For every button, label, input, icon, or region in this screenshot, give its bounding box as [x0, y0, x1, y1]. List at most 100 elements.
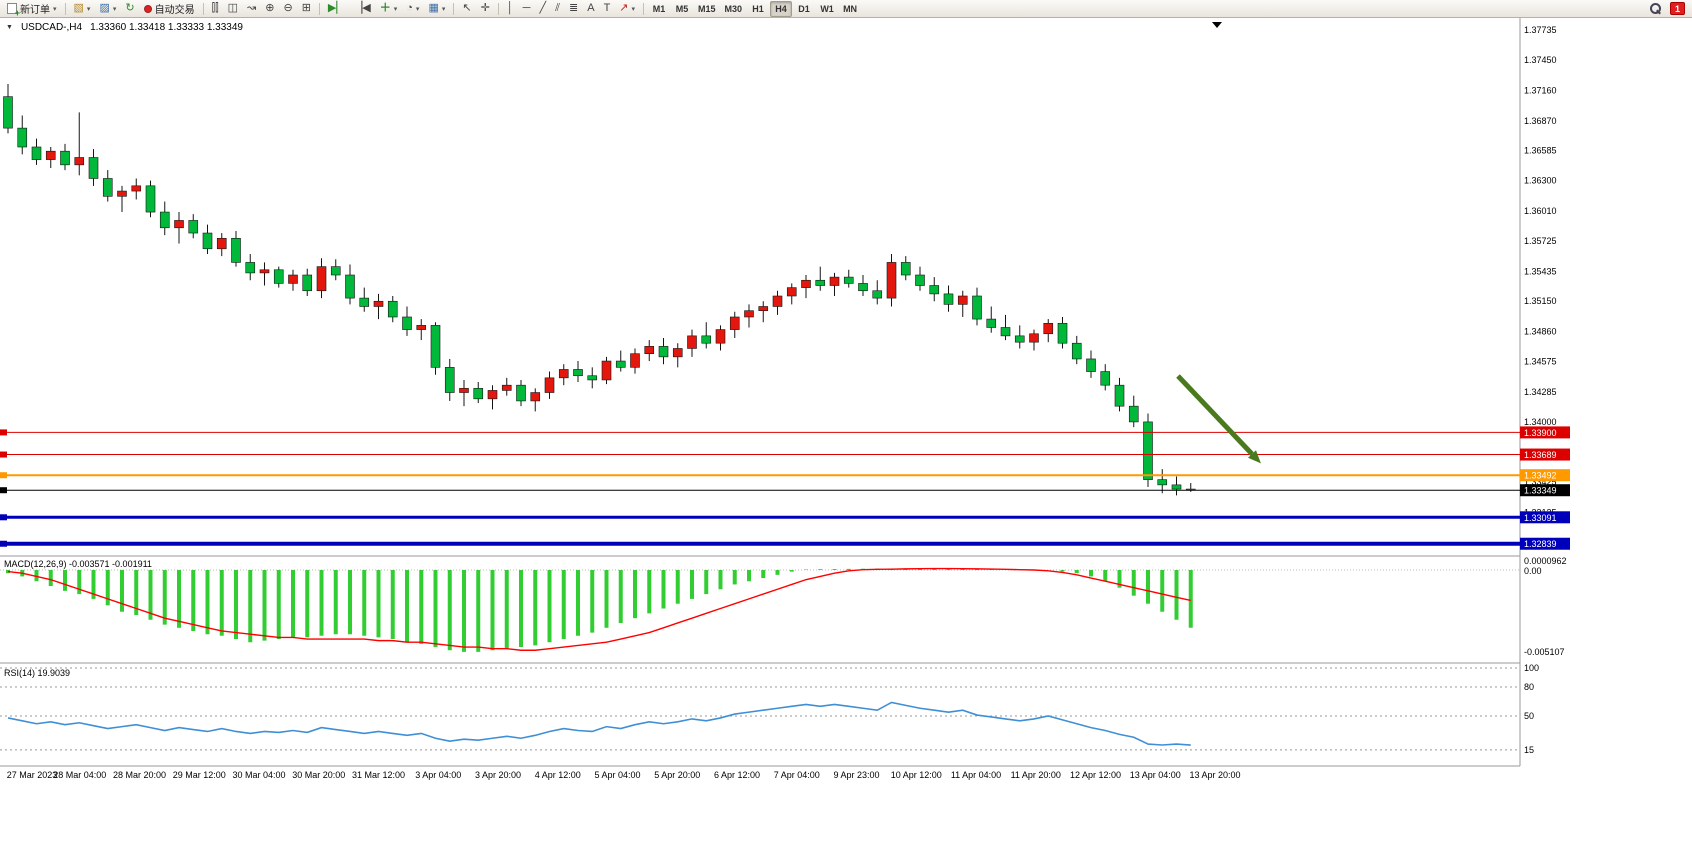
- svg-text:11 Apr 20:00: 11 Apr 20:00: [1011, 770, 1061, 780]
- timeframe-d1-button[interactable]: D1: [798, 3, 810, 14]
- timeframe-m5-button[interactable]: M5: [675, 3, 689, 14]
- bar-chart-button[interactable]: ⫿⫿: [208, 1, 223, 17]
- fibonacci-tool-button[interactable]: ≣: [565, 1, 582, 17]
- svg-text:1.37160: 1.37160: [1524, 85, 1557, 95]
- svg-text:12 Apr 12:00: 12 Apr 12:00: [1070, 770, 1121, 780]
- svg-text:27 Mar 2023: 27 Mar 2023: [7, 770, 58, 780]
- chevron-down-icon: ▾: [112, 5, 117, 13]
- line-chart-button[interactable]: ↝: [243, 1, 260, 17]
- template-icon: ▦: [428, 2, 439, 14]
- chart-window[interactable]: ▼ USDCAD-,H4 1.33360 1.33418 1.33333 1.3…: [0, 18, 1692, 846]
- svg-text:30 Mar 04:00: 30 Mar 04:00: [232, 770, 285, 780]
- indicators-button[interactable]: ＋ ▾: [376, 1, 402, 17]
- fibonacci-icon: ≣: [569, 2, 579, 14]
- channel-tool-button[interactable]: ⫽: [551, 1, 564, 17]
- toolbar-separator: [643, 2, 645, 15]
- vertical-line-icon: │: [506, 2, 514, 14]
- timeframe-h4-button[interactable]: H4: [770, 0, 793, 17]
- svg-text:6 Apr 12:00: 6 Apr 12:00: [714, 770, 760, 780]
- svg-text:1.36010: 1.36010: [1524, 206, 1557, 216]
- chevron-down-icon: ▾: [53, 5, 57, 13]
- svg-text:1.34860: 1.34860: [1524, 327, 1557, 337]
- periods-button[interactable]: ◔ ▾: [402, 1, 423, 17]
- new-chart-button[interactable]: ▧ ▾: [70, 1, 95, 17]
- svg-text:9 Apr 23:00: 9 Apr 23:00: [833, 770, 879, 780]
- svg-text:100: 100: [1524, 663, 1539, 673]
- chart-shift-button[interactable]: ▕◀: [350, 1, 375, 17]
- candlestick-button[interactable]: ◫: [224, 1, 242, 17]
- text-tool-button[interactable]: A: [583, 1, 598, 17]
- main-toolbar: 新订单 ▾ ▧▾ ▨▾ ↻ 自动交易 ⫿⫿ ◫ ↝ ⊕ ⊖ ⊞ ▶▏ ▕◀ ＋▾…: [0, 0, 1692, 18]
- text-label-tool-button[interactable]: T: [600, 1, 615, 17]
- price-badge: [1520, 537, 1570, 550]
- refresh-icon: ↻: [125, 2, 135, 14]
- tile-windows-icon: ⊞: [301, 2, 311, 14]
- tile-windows-button[interactable]: ⊞: [298, 1, 315, 17]
- trend-arrow[interactable]: [1176, 374, 1261, 464]
- crosshair-tool-button[interactable]: ✛: [477, 1, 494, 17]
- arrows-tool-button[interactable]: ↗ ▾: [615, 1, 639, 17]
- trendline-icon: ╱: [539, 2, 547, 14]
- svg-text:1.37450: 1.37450: [1524, 55, 1557, 65]
- autotrading-icon: [143, 4, 152, 13]
- chevron-down-icon: ▾: [393, 5, 398, 13]
- cursor-tool-button[interactable]: ↖: [458, 1, 475, 17]
- toolbar-separator: [453, 2, 455, 15]
- svg-text:1.36585: 1.36585: [1524, 146, 1557, 156]
- rsi-panel: 100 80 50 15 RSI(14) 19.9039: [0, 663, 1539, 755]
- chart-shift-icon: ▕◀: [353, 2, 371, 14]
- text-icon: A: [587, 2, 595, 14]
- new-order-icon: [7, 3, 20, 18]
- vertical-line-tool-button[interactable]: │: [503, 1, 518, 17]
- svg-text:1.32839: 1.32839: [1524, 539, 1557, 549]
- new-order-button[interactable]: 新订单 ▾: [3, 1, 61, 18]
- indicators-icon: ＋: [379, 2, 391, 14]
- horizontal-line-tool-button[interactable]: ─: [519, 1, 535, 17]
- svg-text:1.35725: 1.35725: [1524, 236, 1557, 246]
- price-badge: [1520, 511, 1570, 524]
- notification-badge[interactable]: 1: [1669, 2, 1685, 15]
- line-handle: [0, 540, 7, 547]
- timeframe-mn-button[interactable]: MN: [843, 3, 858, 14]
- new-chart-icon: ▧: [73, 2, 84, 14]
- autotrading-button[interactable]: 自动交易: [140, 1, 199, 17]
- collapse-triangle-icon[interactable]: ▼: [6, 24, 13, 31]
- toolbar-separator: [64, 2, 66, 15]
- svg-text:1.34285: 1.34285: [1524, 387, 1557, 397]
- refresh-button[interactable]: ↻: [121, 1, 138, 17]
- svg-text:10 Apr 12:00: 10 Apr 12:00: [891, 770, 942, 780]
- svg-text:28 Mar 20:00: 28 Mar 20:00: [113, 770, 166, 780]
- zoom-in-button[interactable]: ⊕: [261, 1, 278, 17]
- text-label-icon: T: [603, 2, 611, 14]
- zoom-out-button[interactable]: ⊖: [279, 1, 296, 17]
- channel-icon: ⫽: [555, 2, 560, 14]
- autoscroll-button[interactable]: ▶▏: [324, 1, 349, 17]
- chevron-down-icon: ▾: [631, 5, 636, 13]
- horizontal-line-icon: ─: [522, 2, 531, 14]
- horizontal-price-lines[interactable]: 1.33900 1.33689 1.33492 1.33349 1.33091 1.328…: [0, 426, 1570, 550]
- chevron-down-icon: ▾: [86, 5, 91, 13]
- chevron-down-icon: ▾: [441, 5, 446, 13]
- svg-text:MACD(12,26,9) -0.003571 -0.001: MACD(12,26,9) -0.003571 -0.001911: [4, 559, 152, 569]
- timeframe-h1-button[interactable]: H1: [752, 3, 764, 14]
- svg-text:1.33492: 1.33492: [1524, 471, 1557, 481]
- autoscroll-icon: ▶▏: [327, 2, 345, 14]
- timeframe-m1-button[interactable]: M1: [652, 3, 666, 14]
- price-badge: [1520, 448, 1570, 461]
- svg-text:1.34575: 1.34575: [1524, 357, 1557, 367]
- timeframe-w1-button[interactable]: W1: [820, 3, 834, 14]
- scroll-end-marker-icon[interactable]: [1212, 22, 1222, 28]
- profiles-button[interactable]: ▨ ▾: [95, 1, 120, 17]
- templates-button[interactable]: ▦ ▾: [424, 1, 449, 17]
- svg-text:1.33091: 1.33091: [1524, 513, 1557, 523]
- timeframe-m15-button[interactable]: M15: [698, 3, 716, 14]
- trendline-tool-button[interactable]: ╱: [535, 1, 550, 17]
- svg-text:5 Apr 20:00: 5 Apr 20:00: [654, 770, 700, 780]
- search-icon[interactable]: [1649, 2, 1662, 15]
- price-chart-canvas[interactable]: 1.37735 1.37450 1.37160 1.36870 1.36585 1.363…: [0, 18, 1692, 846]
- timeframe-m30-button[interactable]: M30: [724, 3, 743, 14]
- bar-chart-icon: ⫿⫿: [211, 2, 219, 14]
- svg-text:0.00: 0.00: [1524, 566, 1542, 576]
- price-badge: [1520, 484, 1570, 497]
